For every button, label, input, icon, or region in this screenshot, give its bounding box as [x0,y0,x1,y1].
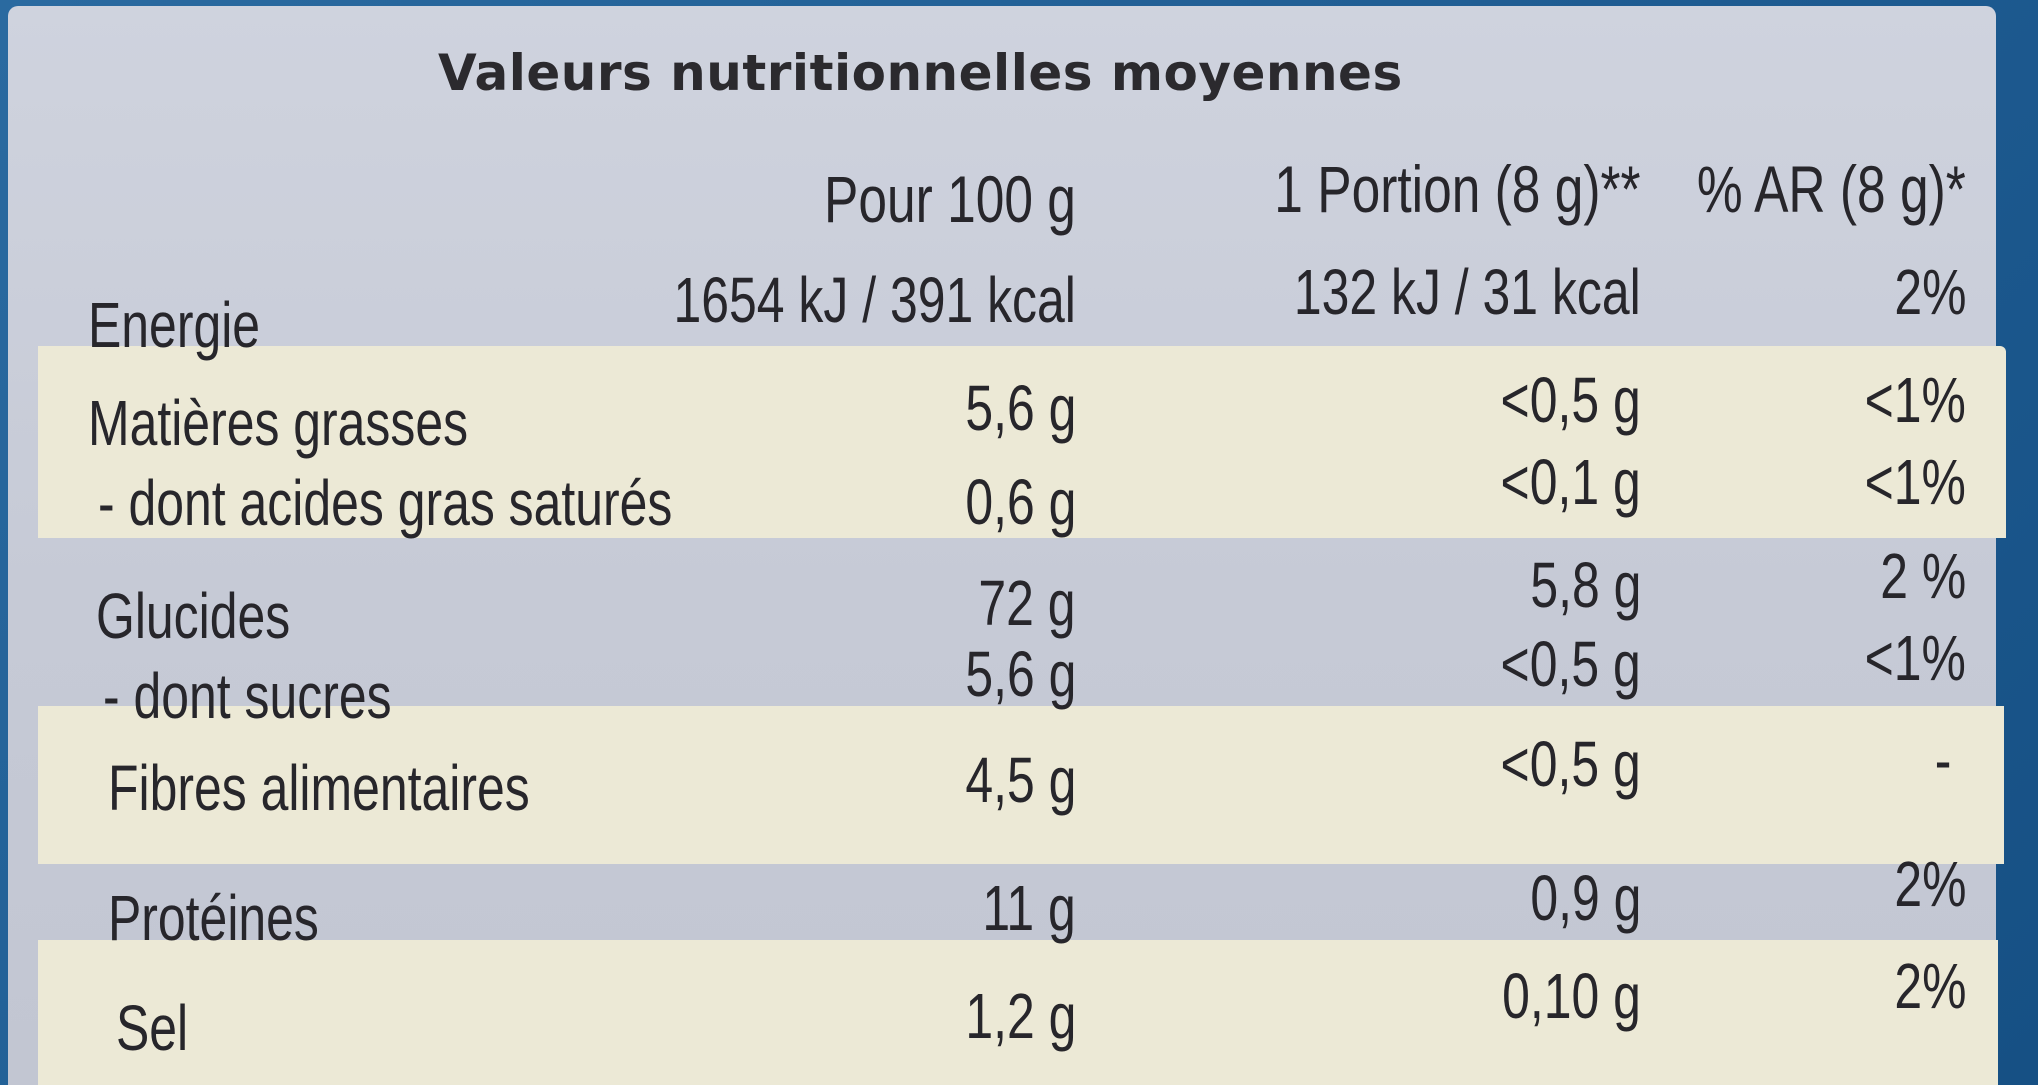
cell-energie-ar: 2% [1893,256,1966,328]
cell-sucres-ar: <1% [1864,622,1966,694]
cell-sel-ar: 2% [1893,950,1966,1022]
cell-sucres-per100: 5,6 g [964,638,1076,710]
row-label-acides-gras-satures: - dont acides gras saturés [98,467,673,539]
band-fibres [38,706,2004,864]
row-label-matieres-grasses: Matières grasses [88,387,469,459]
header-per-100g: Pour 100 g [824,162,1076,236]
cell-glucides-ar: 2 % [1879,540,1966,612]
cell-matieres-grasses-per100: 5,6 g [964,372,1076,444]
cell-energie-per100: 1654 kJ / 391 kcal [673,264,1076,336]
cell-acides-gras-portion: <0,1 g [1500,446,1641,518]
header-ar: % AR (8 g)* [1697,152,1966,226]
cell-matieres-grasses-portion: <0,5 g [1500,364,1641,436]
cell-proteines-ar: 2% [1893,848,1966,920]
cell-sel-portion: 0,10 g [1502,960,1641,1032]
cell-fibres-per100: 4,5 g [964,744,1076,816]
cell-acides-gras-per100: 0,6 g [964,466,1076,538]
row-label-sel: Sel [116,992,189,1064]
band-fats [38,346,2006,538]
row-label-proteines: Protéines [108,882,319,954]
cell-energie-portion: 132 kJ / 31 kcal [1294,256,1641,328]
cell-fibres-ar: - [1934,724,1951,796]
table-title: Valeurs nutritionnelles moyennes [438,44,1403,102]
cell-glucides-per100: 72 g [978,567,1076,639]
band-salt [38,940,1998,1085]
cell-glucides-portion: 5,8 g [1529,549,1641,621]
cell-proteines-per100: 11 g [982,872,1076,944]
cell-acides-gras-ar: <1% [1864,446,1966,518]
cell-sel-per100: 1,2 g [964,980,1076,1052]
cell-matieres-grasses-ar: <1% [1864,364,1966,436]
row-label-sucres: - dont sucres [103,660,392,732]
row-label-fibres: Fibres alimentaires [108,752,530,824]
nutrition-panel: Valeurs nutritionnelles moyennes Pour 10… [8,6,2006,1085]
header-portion: 1 Portion (8 g)** [1274,152,1641,226]
row-label-energie: Energie [88,289,261,361]
cell-proteines-portion: 0,9 g [1529,862,1641,934]
cell-sucres-portion: <0,5 g [1500,628,1641,700]
cell-fibres-portion: <0,5 g [1500,728,1641,800]
row-label-glucides: Glucides [96,580,291,652]
